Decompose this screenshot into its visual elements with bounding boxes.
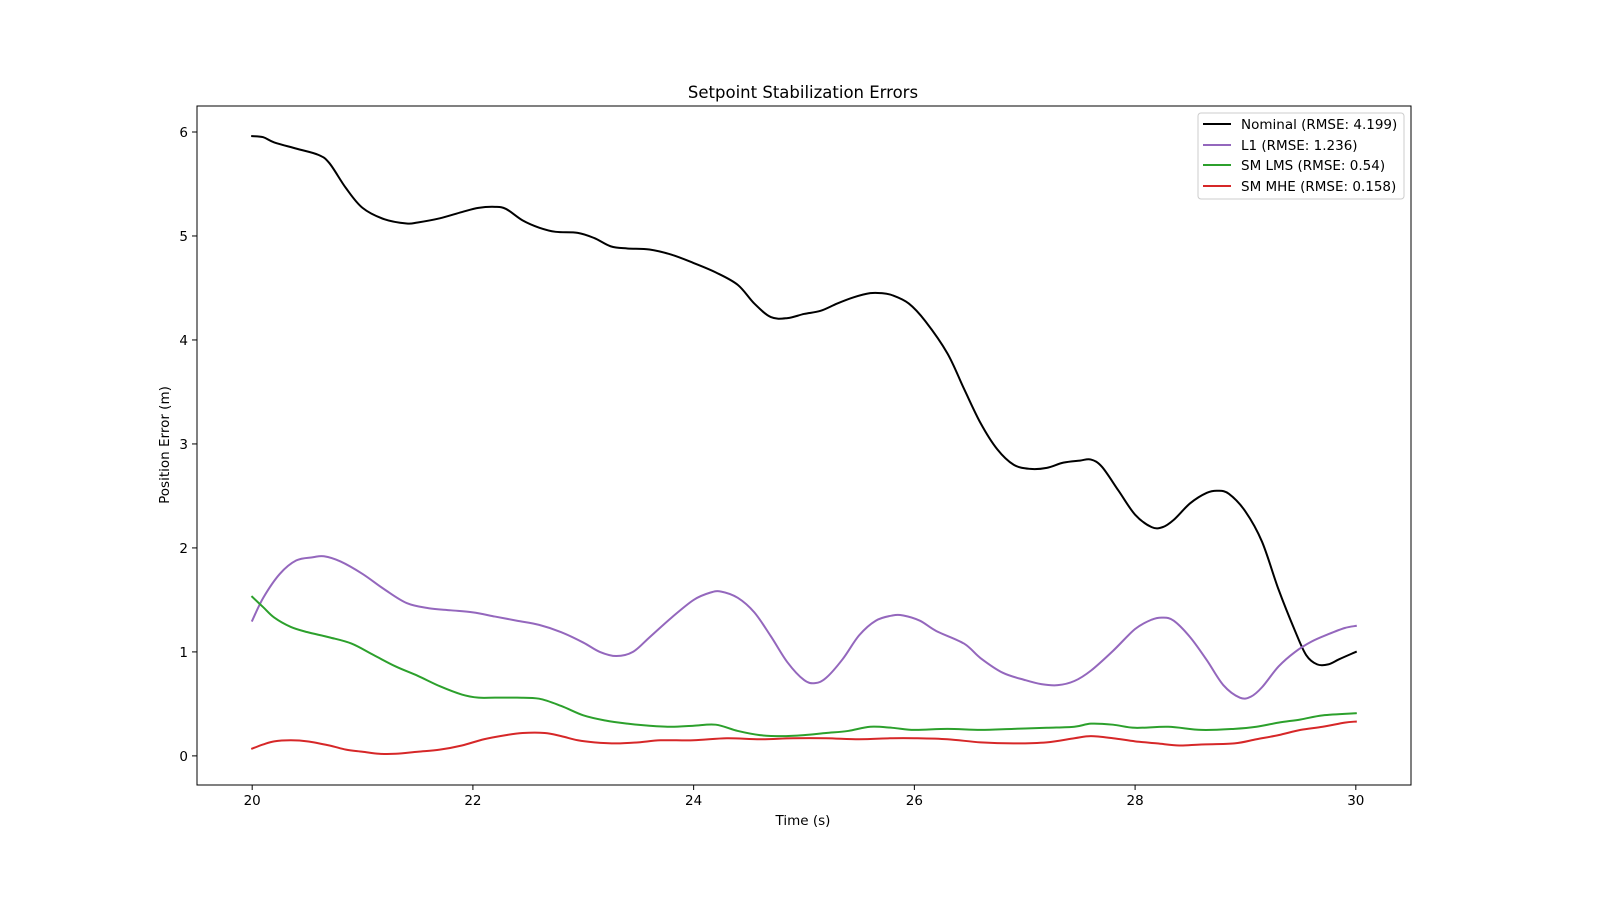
x-tick-label: 26 bbox=[906, 793, 923, 809]
series-line-sm-lms bbox=[250, 595, 1357, 738]
y-axis-label: Position Error (m) bbox=[157, 386, 173, 504]
legend-label-l1: L1 (RMSE: 1.236) bbox=[1241, 138, 1358, 154]
series-line-nominal bbox=[251, 135, 1358, 667]
series-line-l1 bbox=[250, 555, 1357, 700]
x-axis-ticks: 20 22 24 26 28 30 bbox=[244, 785, 1364, 809]
x-tick-label: 20 bbox=[244, 793, 261, 809]
legend-label-sm-lms: SM LMS (RMSE: 0.54) bbox=[1241, 158, 1385, 174]
x-tick-label: 30 bbox=[1347, 793, 1364, 809]
y-tick-label: 4 bbox=[179, 333, 188, 349]
y-tick-label: 3 bbox=[179, 437, 188, 453]
y-tick-label: 6 bbox=[179, 125, 188, 141]
x-tick-label: 24 bbox=[685, 793, 702, 809]
y-tick-label: 0 bbox=[179, 749, 188, 765]
axes-frame bbox=[196, 105, 1412, 786]
plot-area: 20 22 24 26 28 30 0 1 2 3 4 5 6 bbox=[179, 105, 1412, 809]
legend-label-sm-mhe: SM MHE (RMSE: 0.158) bbox=[1241, 179, 1396, 195]
y-tick-label: 5 bbox=[179, 229, 188, 245]
y-tick-label: 2 bbox=[179, 541, 188, 557]
legend-box bbox=[1197, 112, 1405, 200]
y-tick-label: 1 bbox=[179, 645, 188, 661]
x-tick-label: 28 bbox=[1126, 793, 1143, 809]
legend: Nominal (RMSE: 4.199) L1 (RMSE: 1.236) S… bbox=[1197, 112, 1405, 200]
x-axis-label: Time (s) bbox=[775, 813, 831, 829]
chart-title: Setpoint Stabilization Errors bbox=[688, 83, 918, 102]
series-line-sm-mhe bbox=[250, 720, 1357, 756]
y-axis-ticks: 0 1 2 3 4 5 6 bbox=[179, 125, 197, 765]
legend-label-nominal: Nominal (RMSE: 4.199) bbox=[1241, 117, 1397, 133]
x-tick-label: 22 bbox=[464, 793, 481, 809]
series-layer bbox=[250, 135, 1358, 756]
